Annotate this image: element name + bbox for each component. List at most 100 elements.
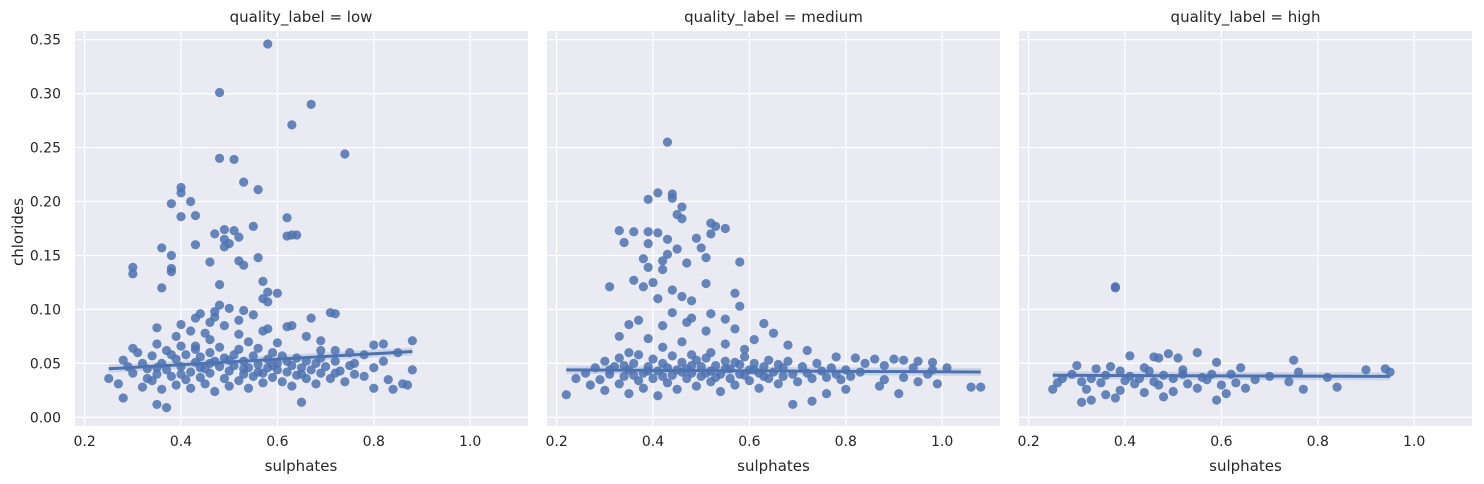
data-point	[369, 340, 379, 350]
data-point	[330, 345, 340, 356]
data-point	[739, 344, 750, 354]
x-tick-label: 0.4	[1114, 434, 1136, 450]
data-point	[638, 254, 648, 264]
data-point	[836, 374, 846, 385]
data-point	[648, 277, 658, 288]
data-point	[1332, 382, 1342, 392]
data-point	[735, 301, 745, 311]
data-point	[764, 355, 774, 365]
data-point	[1086, 395, 1096, 405]
data-point	[234, 376, 244, 386]
data-point	[176, 341, 186, 351]
data-point	[287, 381, 297, 391]
x-tick-label: 0.6	[1210, 434, 1232, 450]
data-point	[768, 328, 779, 338]
data-point	[662, 249, 673, 260]
data-point	[658, 264, 668, 275]
data-point	[879, 360, 889, 371]
data-point	[1192, 348, 1202, 358]
y-tick-label: 0.10	[30, 302, 61, 318]
data-point	[195, 372, 205, 383]
data-point	[296, 397, 307, 407]
data-point	[349, 369, 360, 379]
data-point	[730, 288, 740, 298]
data-point	[171, 331, 181, 342]
data-point	[166, 250, 176, 261]
data-point	[219, 321, 229, 331]
data-point	[677, 291, 687, 302]
data-point	[152, 399, 162, 410]
data-point	[267, 372, 278, 383]
data-point	[345, 360, 355, 371]
data-point	[176, 212, 186, 222]
data-point	[1130, 379, 1140, 389]
regression-line	[1052, 373, 1391, 378]
data-point	[831, 352, 841, 362]
data-point	[330, 356, 340, 366]
data-point	[600, 356, 610, 366]
data-point	[229, 226, 239, 236]
data-point	[306, 313, 316, 323]
data-point	[667, 351, 677, 361]
data-point	[783, 340, 793, 350]
data-point	[224, 303, 234, 313]
data-point	[128, 262, 138, 272]
data-point	[754, 383, 764, 393]
data-point	[113, 379, 123, 389]
x-tick-label: 0.8	[1307, 434, 1329, 450]
data-point	[1125, 351, 1135, 361]
data-point	[658, 256, 668, 266]
data-point	[340, 377, 350, 387]
data-point	[1101, 390, 1111, 400]
data-point	[691, 381, 701, 391]
data-point	[388, 384, 398, 394]
data-point	[614, 353, 624, 363]
data-point	[1110, 283, 1120, 293]
data-point	[720, 223, 730, 234]
data-point	[1361, 365, 1371, 375]
data-point	[619, 371, 629, 381]
data-point	[1284, 377, 1294, 387]
data-point	[219, 373, 229, 384]
data-point	[624, 348, 634, 358]
data-point	[1183, 379, 1193, 389]
data-point	[171, 380, 181, 390]
data-point	[214, 280, 225, 290]
plot-area-low	[75, 31, 528, 426]
data-point	[638, 383, 648, 393]
data-point	[229, 154, 239, 165]
data-point	[253, 367, 263, 377]
data-point	[633, 315, 644, 325]
data-point	[190, 240, 201, 250]
data-point	[605, 282, 615, 292]
data-point	[152, 323, 162, 333]
y-axis-label: chlorides	[9, 198, 27, 266]
data-point	[807, 373, 817, 384]
data-point	[330, 309, 340, 319]
data-point	[672, 244, 682, 254]
data-point	[282, 231, 292, 241]
data-point	[210, 229, 220, 239]
data-point	[258, 276, 268, 286]
data-point	[759, 362, 769, 372]
data-point	[841, 384, 851, 394]
data-point	[263, 287, 273, 297]
data-point	[340, 149, 350, 159]
data-point	[253, 185, 263, 195]
data-point	[908, 363, 918, 373]
data-point	[614, 226, 624, 236]
data-point	[253, 253, 263, 263]
data-point	[234, 344, 244, 354]
data-point	[624, 389, 634, 399]
data-point	[711, 221, 721, 231]
data-point	[176, 369, 186, 379]
data-point	[253, 343, 263, 353]
data-point	[335, 366, 345, 376]
data-point	[730, 380, 740, 390]
data-point	[378, 356, 389, 366]
data-point	[629, 370, 639, 380]
data-point	[272, 338, 283, 348]
data-point	[296, 369, 307, 379]
x-tick-label: 0.6	[266, 434, 288, 450]
